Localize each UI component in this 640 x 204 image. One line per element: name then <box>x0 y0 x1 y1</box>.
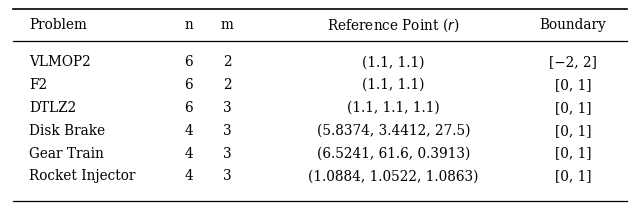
Text: [0, 1]: [0, 1] <box>554 170 591 183</box>
Text: [−2, 2]: [−2, 2] <box>549 55 596 69</box>
Text: 4: 4 <box>184 124 193 138</box>
Text: Disk Brake: Disk Brake <box>29 124 105 138</box>
Text: VLMOP2: VLMOP2 <box>29 55 90 69</box>
Text: 6: 6 <box>184 78 193 92</box>
Text: F2: F2 <box>29 78 47 92</box>
Text: 6: 6 <box>184 101 193 115</box>
Text: 3: 3 <box>223 124 232 138</box>
Text: 2: 2 <box>223 55 232 69</box>
Text: Boundary: Boundary <box>540 18 606 32</box>
Text: 2: 2 <box>223 78 232 92</box>
Text: Reference Point ($r$): Reference Point ($r$) <box>328 16 460 34</box>
Text: [0, 1]: [0, 1] <box>554 101 591 115</box>
Text: Gear Train: Gear Train <box>29 147 104 161</box>
Text: 4: 4 <box>184 170 193 183</box>
Text: m: m <box>221 18 234 32</box>
Text: (1.0884, 1.0522, 1.0863): (1.0884, 1.0522, 1.0863) <box>308 170 479 183</box>
Text: [0, 1]: [0, 1] <box>554 78 591 92</box>
Text: (1.1, 1.1): (1.1, 1.1) <box>362 55 425 69</box>
Text: (6.5241, 61.6, 0.3913): (6.5241, 61.6, 0.3913) <box>317 147 470 161</box>
Text: [0, 1]: [0, 1] <box>554 147 591 161</box>
Text: DTLZ2: DTLZ2 <box>29 101 76 115</box>
Text: Problem: Problem <box>29 18 86 32</box>
Text: (5.8374, 3.4412, 27.5): (5.8374, 3.4412, 27.5) <box>317 124 470 138</box>
Text: (1.1, 1.1): (1.1, 1.1) <box>362 78 425 92</box>
Text: 3: 3 <box>223 101 232 115</box>
Text: 3: 3 <box>223 147 232 161</box>
Text: Rocket Injector: Rocket Injector <box>29 170 135 183</box>
Text: (1.1, 1.1, 1.1): (1.1, 1.1, 1.1) <box>348 101 440 115</box>
Text: 6: 6 <box>184 55 193 69</box>
Text: 3: 3 <box>223 170 232 183</box>
Text: 4: 4 <box>184 147 193 161</box>
Text: n: n <box>184 18 193 32</box>
Text: [0, 1]: [0, 1] <box>554 124 591 138</box>
